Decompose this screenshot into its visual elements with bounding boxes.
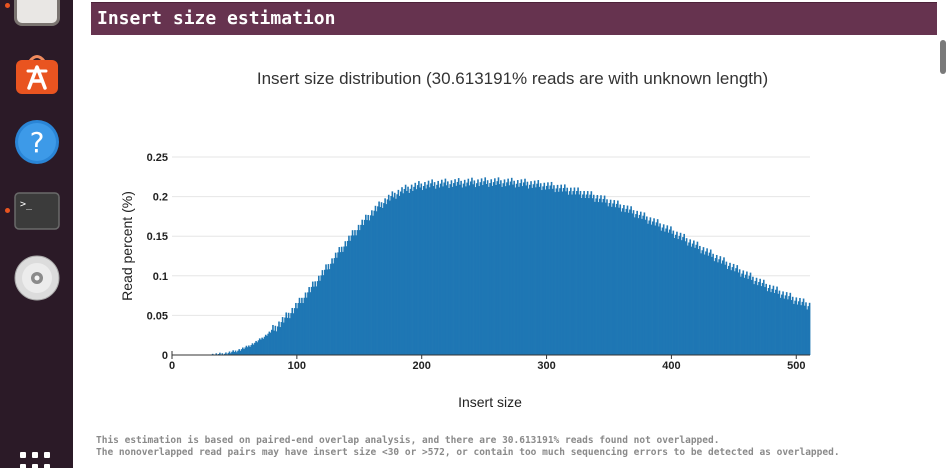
svg-text:>_: >_ bbox=[20, 199, 33, 210]
files-icon[interactable] bbox=[14, 0, 60, 26]
footnote-line-2: The nonoverlapped read pairs may have in… bbox=[96, 447, 946, 459]
help-icon[interactable]: ? bbox=[14, 119, 60, 165]
x-tick-label: 300 bbox=[537, 360, 555, 372]
x-axis-label: Insert size bbox=[90, 394, 890, 410]
dock: ? >_ bbox=[0, 0, 73, 468]
software-icon[interactable] bbox=[14, 51, 60, 97]
bar bbox=[809, 303, 811, 355]
terminal-prompt-icon: >_ bbox=[14, 188, 60, 234]
question-mark-icon: ? bbox=[14, 119, 60, 165]
disc-icon[interactable] bbox=[14, 255, 60, 301]
x-tick-label: 500 bbox=[787, 360, 805, 372]
apps-grid-icon[interactable] bbox=[20, 452, 56, 468]
x-tick-label: 0 bbox=[169, 360, 175, 372]
x-tick-label: 400 bbox=[662, 360, 680, 372]
running-indicator bbox=[5, 208, 10, 213]
running-indicator bbox=[5, 3, 10, 8]
y-tick-label: 0.25 bbox=[147, 152, 168, 164]
insert-size-chart: Insert size distribution (30.613191% rea… bbox=[90, 40, 935, 430]
footnote: This estimation is based on paired-end o… bbox=[96, 435, 946, 459]
software-bag-icon bbox=[14, 51, 60, 97]
terminal-icon[interactable]: >_ bbox=[14, 188, 60, 234]
y-tick-label: 0 bbox=[162, 350, 168, 362]
x-tick-label: 100 bbox=[288, 360, 306, 372]
section-header: Insert size estimation bbox=[91, 2, 937, 35]
section-title: Insert size estimation bbox=[97, 8, 335, 29]
bars bbox=[212, 177, 811, 355]
scrollbar-thumb[interactable] bbox=[940, 40, 946, 74]
x-tick-label: 200 bbox=[413, 360, 431, 372]
y-tick-label: 0.15 bbox=[147, 231, 168, 243]
footnote-line-1: This estimation is based on paired-end o… bbox=[96, 435, 946, 447]
chart-plot: 0 0.05 0.1 0.15 0.2 0.25 0 100 200 300 400 500 bbox=[90, 40, 935, 430]
y-tick-label: 0.05 bbox=[147, 310, 168, 322]
optical-disc-icon bbox=[14, 255, 60, 301]
y-tick-label: 0.2 bbox=[153, 192, 168, 204]
svg-text:?: ? bbox=[30, 126, 45, 159]
y-tick-label: 0.1 bbox=[153, 271, 168, 283]
